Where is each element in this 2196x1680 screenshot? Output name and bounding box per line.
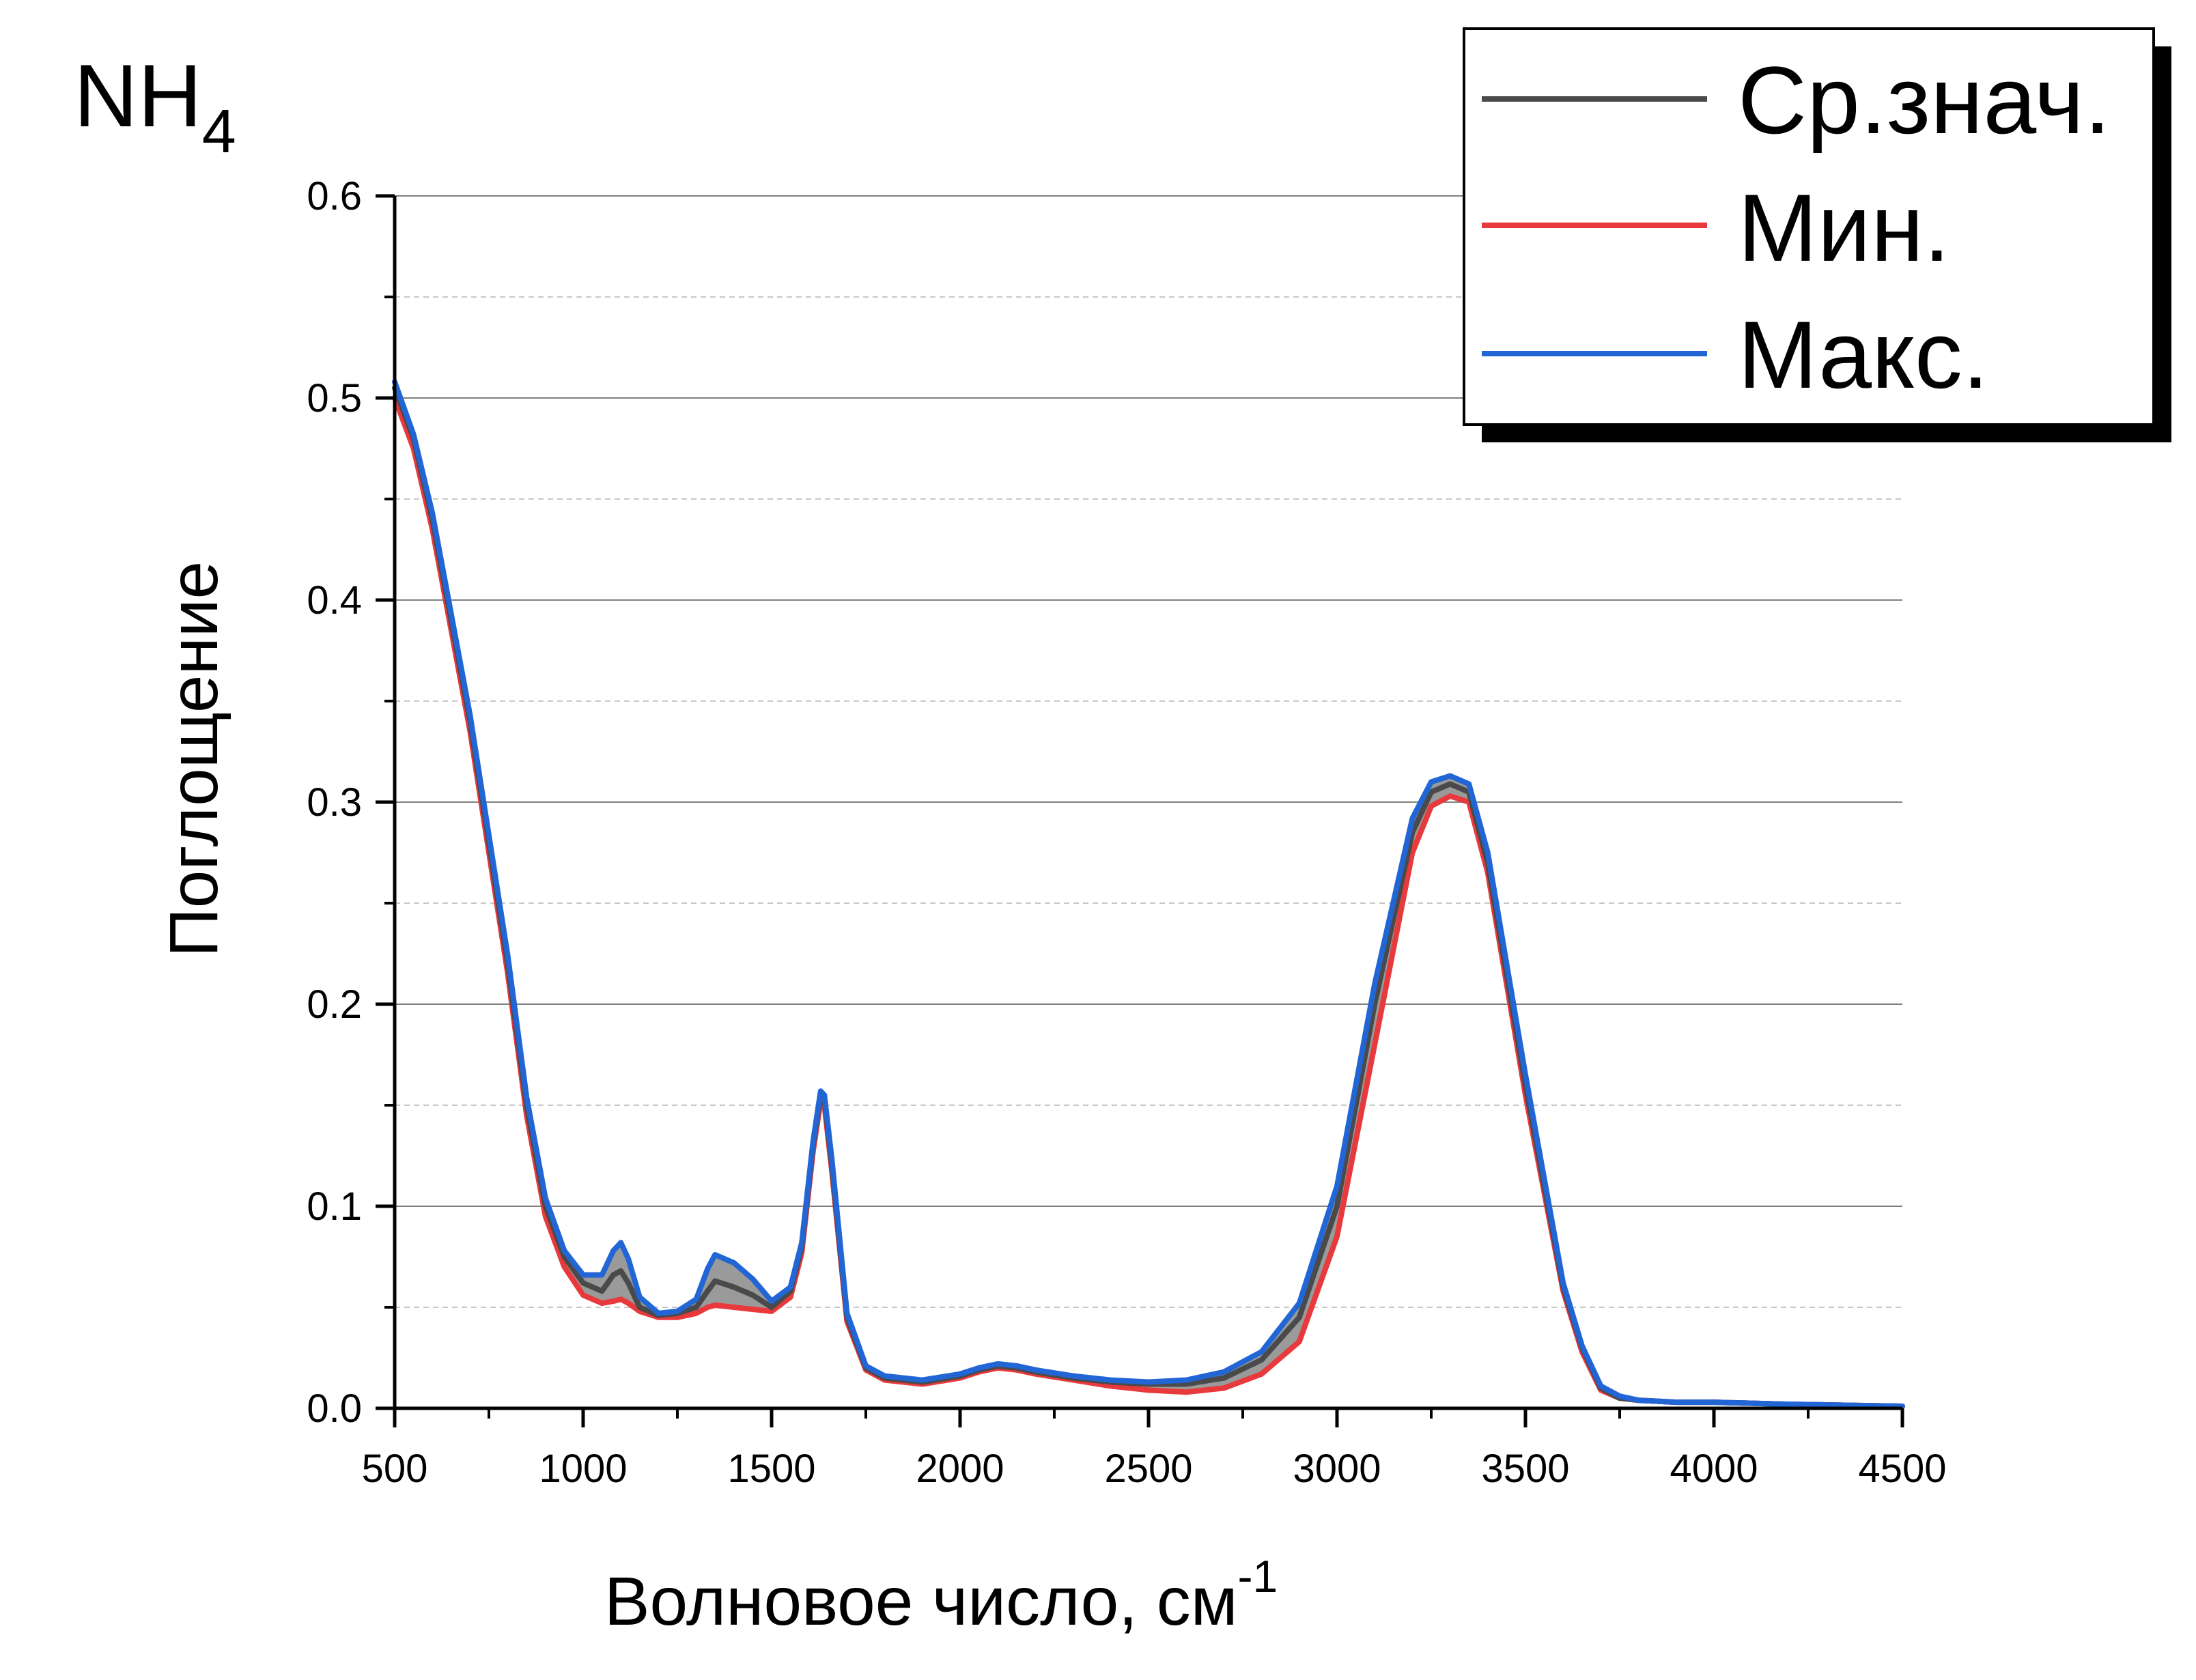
legend-label-max: Макс. [1738,301,1989,408]
legend-item-mean: Ср.знач. [1482,46,2111,154]
x-tick-label: 3500 [1481,1447,1569,1491]
y-tick-label: 0.2 [307,982,362,1027]
y-tick-label: 0.0 [307,1386,362,1431]
y-axis-title: Поглощение [156,561,232,957]
panel-label-subscript: 4 [202,98,236,166]
x-tick-label: 4500 [1858,1447,1946,1491]
series-line-max [392,379,1905,1409]
x-tick-label: 2500 [1104,1447,1192,1491]
x-tick-label: 1500 [727,1447,815,1491]
x-tick-label: 1000 [539,1447,627,1491]
y-tick-label: 0.6 [307,174,362,218]
x-axis-title-main: Волновое число, см [604,1563,1238,1640]
panel-label: NH4 [74,46,236,166]
legend-item-max: Макс. [1482,301,1989,408]
plot-area: 0.0 0.1 0.2 0.3 0.4 0.5 0.6 500 1000 1500 2000 2500… [307,174,1946,1491]
y-tick-label: 0.1 [307,1184,362,1229]
panel-label-main: NH [74,46,202,145]
legend-item-min: Мин. [1482,174,1950,281]
legend-label-mean: Ср.знач. [1738,46,2111,154]
y-tick-label: 0.4 [307,578,362,623]
x-axis-title: Волновое число, см-1 [604,1551,1278,1640]
x-axis-title-superscript: -1 [1238,1551,1278,1601]
x-tick-label: 4000 [1670,1447,1758,1491]
legend: Ср.знач. Мин. Макс. [1463,27,2171,442]
x-tick-label: 3000 [1293,1447,1381,1491]
x-tick-label: 2000 [916,1447,1004,1491]
x-tick-label: 500 [362,1447,428,1491]
legend-label-min: Мин. [1738,174,1950,281]
min-max-band [395,382,1902,1406]
y-tick-label: 0.3 [307,780,362,825]
y-tick-label: 0.5 [307,376,362,421]
